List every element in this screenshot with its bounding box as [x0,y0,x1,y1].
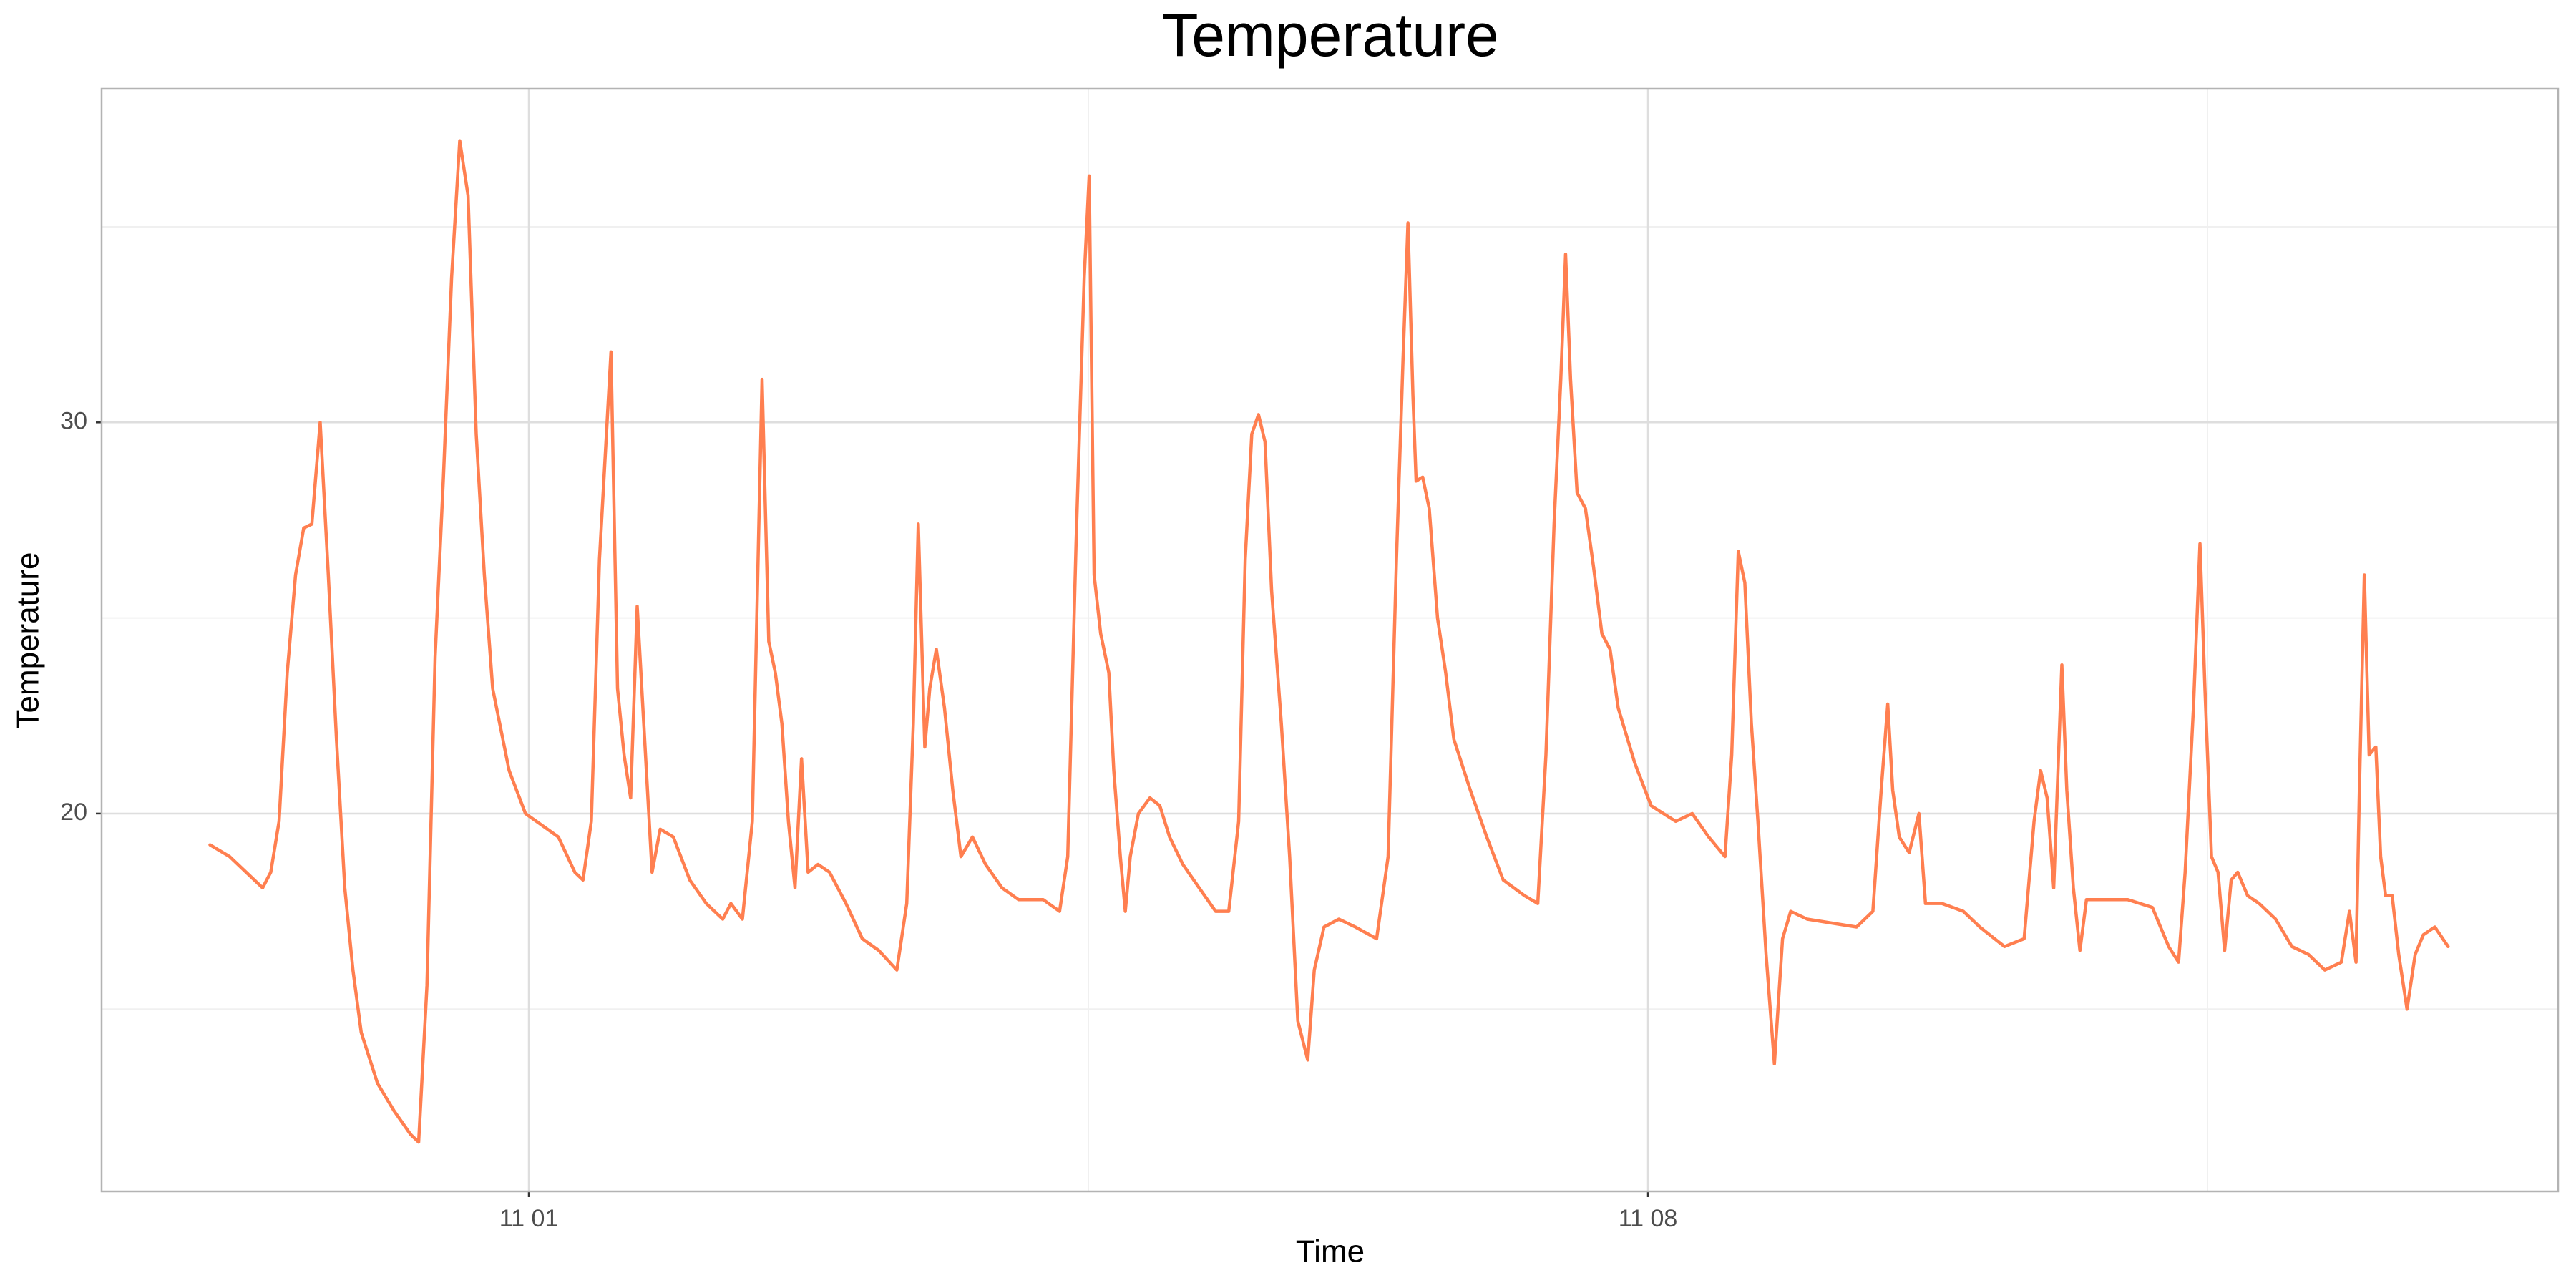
x-tick-label: 11 08 [1619,1205,1678,1232]
y-axis-title: Temperature [11,552,46,728]
data-line [208,139,2450,1144]
x-tick-label: 11 01 [499,1205,559,1232]
y-tick-label: 20 [60,799,87,826]
y-tick-label: 30 [60,407,87,434]
plot-border [100,87,2560,1193]
x-axis-title: Time [1296,1234,1365,1269]
chart-title: Temperature [1161,1,1499,69]
